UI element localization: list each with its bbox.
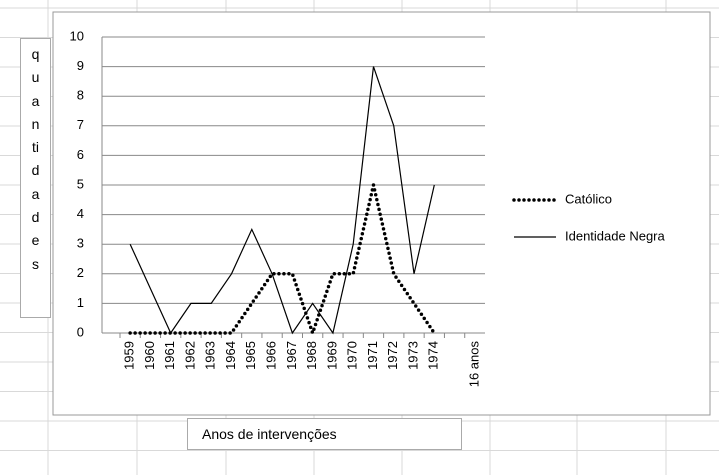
y-tick-label: 8 [77, 88, 84, 103]
x-tick-label: 1967 [284, 341, 299, 370]
y-tick-label: 1 [77, 295, 84, 310]
y-axis-title-box: quantidades [20, 38, 51, 318]
x-tick-label: 1968 [304, 341, 319, 370]
x-tick-label: 1961 [162, 341, 177, 370]
y-tick-label: 9 [77, 58, 84, 73]
y-tick-label: 5 [77, 176, 84, 191]
x-tick-label: 1959 [122, 341, 137, 370]
y-axis-title: quantidades [31, 46, 40, 272]
y-tick-label: 10 [70, 28, 84, 43]
x-tick-label: 1974 [426, 341, 441, 370]
y-tick-label: 3 [77, 236, 84, 251]
x-tick-label: 1963 [203, 341, 218, 370]
legend-label: Identidade Negra [565, 228, 666, 243]
x-tick-label: 1964 [223, 341, 238, 370]
x-tick-label: 1966 [264, 341, 279, 370]
x-axis-title: Anos de intervenções [187, 418, 462, 450]
y-tick-label: 6 [77, 147, 84, 162]
x-tick-label: 1971 [365, 341, 380, 370]
x-tick-label: 1969 [324, 341, 339, 370]
series-line [129, 66, 435, 335]
x-tick-label: 1970 [345, 341, 360, 370]
x-tick-label: 1962 [182, 341, 197, 370]
y-tick-label: 4 [77, 206, 84, 221]
x-tick-label: 1965 [243, 341, 258, 370]
x-tick-label: 1972 [385, 341, 400, 370]
y-tick-label: 2 [77, 265, 84, 280]
y-tick-label: 0 [77, 324, 84, 339]
x-tick-label: 16 anos [466, 341, 481, 388]
x-tick-label: 1960 [142, 341, 157, 370]
series-line [128, 184, 437, 339]
legend-label: Católico [565, 191, 612, 206]
y-tick-label: 7 [77, 117, 84, 132]
x-tick-label: 1973 [405, 341, 420, 370]
